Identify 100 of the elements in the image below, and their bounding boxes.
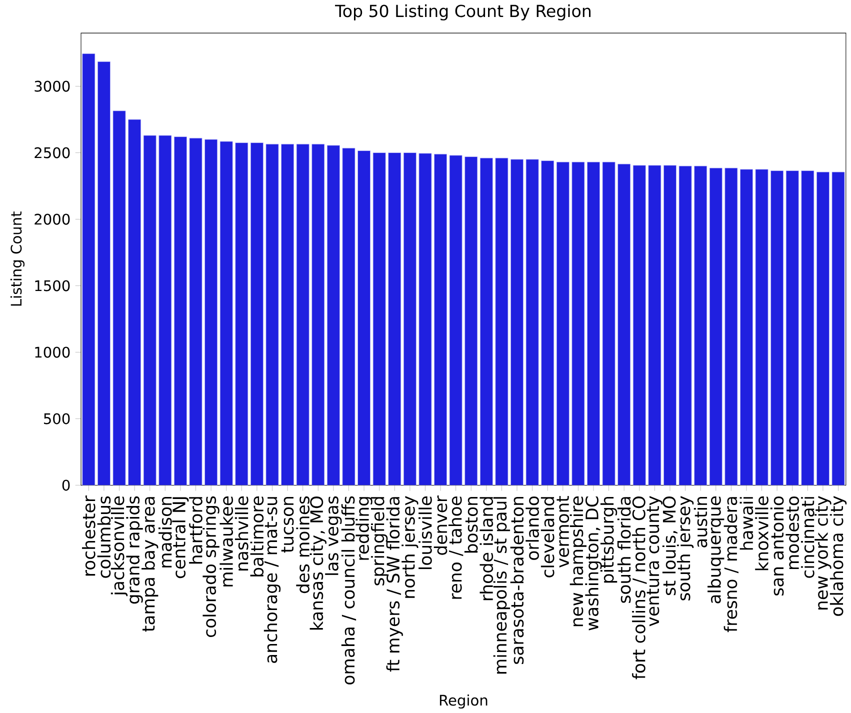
- bar: [372, 152, 386, 486]
- x-tick-label: kansas city, MO: [310, 496, 326, 630]
- x-tick-label: ventura county: [646, 496, 663, 626]
- bar: [556, 162, 570, 486]
- x-tick-label: new york city: [814, 496, 832, 610]
- bar: [312, 144, 325, 486]
- x-tick-label: minneapolis / st paul: [493, 497, 510, 674]
- y-tick-label: 2000: [34, 214, 70, 225]
- x-tick-label: jacksonville: [110, 496, 128, 596]
- bar: [326, 145, 340, 486]
- x-tick-label: milwaukee: [220, 496, 234, 586]
- x-tick-label: san antonio: [770, 496, 784, 596]
- bar: [112, 110, 126, 486]
- bar: [449, 155, 462, 486]
- x-axis-title: Region: [440, 694, 488, 709]
- x-tick-label: fresno / madera: [724, 497, 739, 632]
- x-tick-label: nashville: [234, 496, 248, 570]
- x-tick-label: denver: [434, 496, 448, 555]
- x-tick-label: columbus: [97, 496, 111, 578]
- y-tick-label: 500: [44, 413, 70, 424]
- bar: [724, 168, 738, 486]
- x-tick-label: baltimore: [250, 496, 264, 576]
- x-tick-label: central NJ: [172, 497, 189, 578]
- bar: [235, 142, 248, 486]
- bar: [618, 164, 631, 486]
- bar: [434, 154, 447, 486]
- x-tick-label: redding: [356, 497, 372, 560]
- x-tick-label: albuquerque: [708, 496, 724, 604]
- bar: [632, 165, 646, 486]
- x-tick-label: anchorage / mat-su: [264, 497, 281, 663]
- y-tick-label: 0: [62, 480, 70, 491]
- bar: [648, 165, 662, 486]
- bar: [755, 169, 768, 486]
- bar: [189, 138, 202, 486]
- bar: [526, 159, 539, 486]
- bar: [464, 156, 478, 486]
- bar: [342, 148, 356, 486]
- x-tick-label: springfield: [370, 497, 388, 586]
- y-tick-label: 1000: [35, 346, 70, 358]
- y-tick-label: 3000: [34, 80, 70, 92]
- x-tick-label: louisville: [418, 496, 432, 570]
- bar: [418, 153, 432, 486]
- x-tick-label: rhode island: [480, 497, 494, 600]
- x-tick-label: st louis, MO: [662, 496, 678, 596]
- x-tick-label: knoxville: [755, 496, 768, 570]
- x-tick-label: sarasota-bradenton: [510, 496, 524, 664]
- bar: [82, 53, 96, 486]
- x-tick-label: hawaii: [740, 497, 754, 550]
- bar: [678, 166, 692, 486]
- bar: [174, 136, 187, 486]
- bar: [358, 150, 370, 486]
- bar: [220, 141, 233, 486]
- bar: [786, 170, 799, 486]
- x-tick-label: south jersey: [676, 496, 694, 600]
- bar: [801, 170, 814, 486]
- x-tick-label: hartford: [189, 497, 202, 564]
- bar: [740, 169, 753, 486]
- bar: [709, 168, 722, 486]
- y-axis-title: Listing Count: [10, 212, 25, 306]
- bar: [143, 135, 156, 486]
- x-tick-label: cincinnati: [800, 497, 814, 578]
- x-tick-label: south florida: [617, 497, 631, 603]
- bar: [281, 144, 294, 486]
- bar: [541, 160, 554, 486]
- bar: [770, 170, 784, 486]
- bar: [832, 172, 845, 486]
- y-tick-label: 2500: [34, 147, 70, 158]
- x-tick-label: washington, DC: [585, 496, 602, 630]
- bar: [128, 119, 142, 486]
- x-tick-label: cleveland: [540, 497, 554, 578]
- x-tick-label: boston: [464, 497, 478, 553]
- x-tick-label: modesto: [786, 496, 800, 570]
- x-tick-label: pittsburgh: [600, 496, 618, 583]
- x-tick-label: grand rapids: [126, 496, 143, 604]
- bar: [266, 144, 279, 486]
- bar: [510, 159, 524, 486]
- x-tick-label: tampa bay area: [142, 497, 158, 632]
- bar: [480, 158, 493, 486]
- x-tick-label: madison: [158, 497, 172, 568]
- bar: [495, 158, 508, 486]
- bar: [572, 162, 585, 486]
- chart-title: Top 50 Listing Count By Region: [335, 4, 590, 20]
- x-tick-label: reno / tahoe: [448, 496, 464, 599]
- x-tick-label: las vegas: [325, 496, 342, 575]
- bar: [296, 144, 310, 486]
- x-tick-label: ft myers / SW florida: [386, 497, 403, 672]
- bar: [664, 165, 676, 486]
- bar: [158, 135, 172, 486]
- bar: [97, 61, 110, 486]
- x-tick-label: tucson: [281, 497, 294, 553]
- x-tick-label: orlando: [526, 496, 539, 560]
- bar: [250, 142, 264, 486]
- x-tick-label: north jersey: [402, 496, 418, 598]
- x-tick-label: vermont: [556, 496, 570, 568]
- bar: [587, 162, 600, 486]
- bar: [602, 162, 616, 486]
- bar: [816, 172, 830, 486]
- bar: [403, 152, 416, 486]
- x-tick-label: omaha / council bluffs: [341, 496, 356, 684]
- x-tick-label: colorado springs: [202, 496, 220, 638]
